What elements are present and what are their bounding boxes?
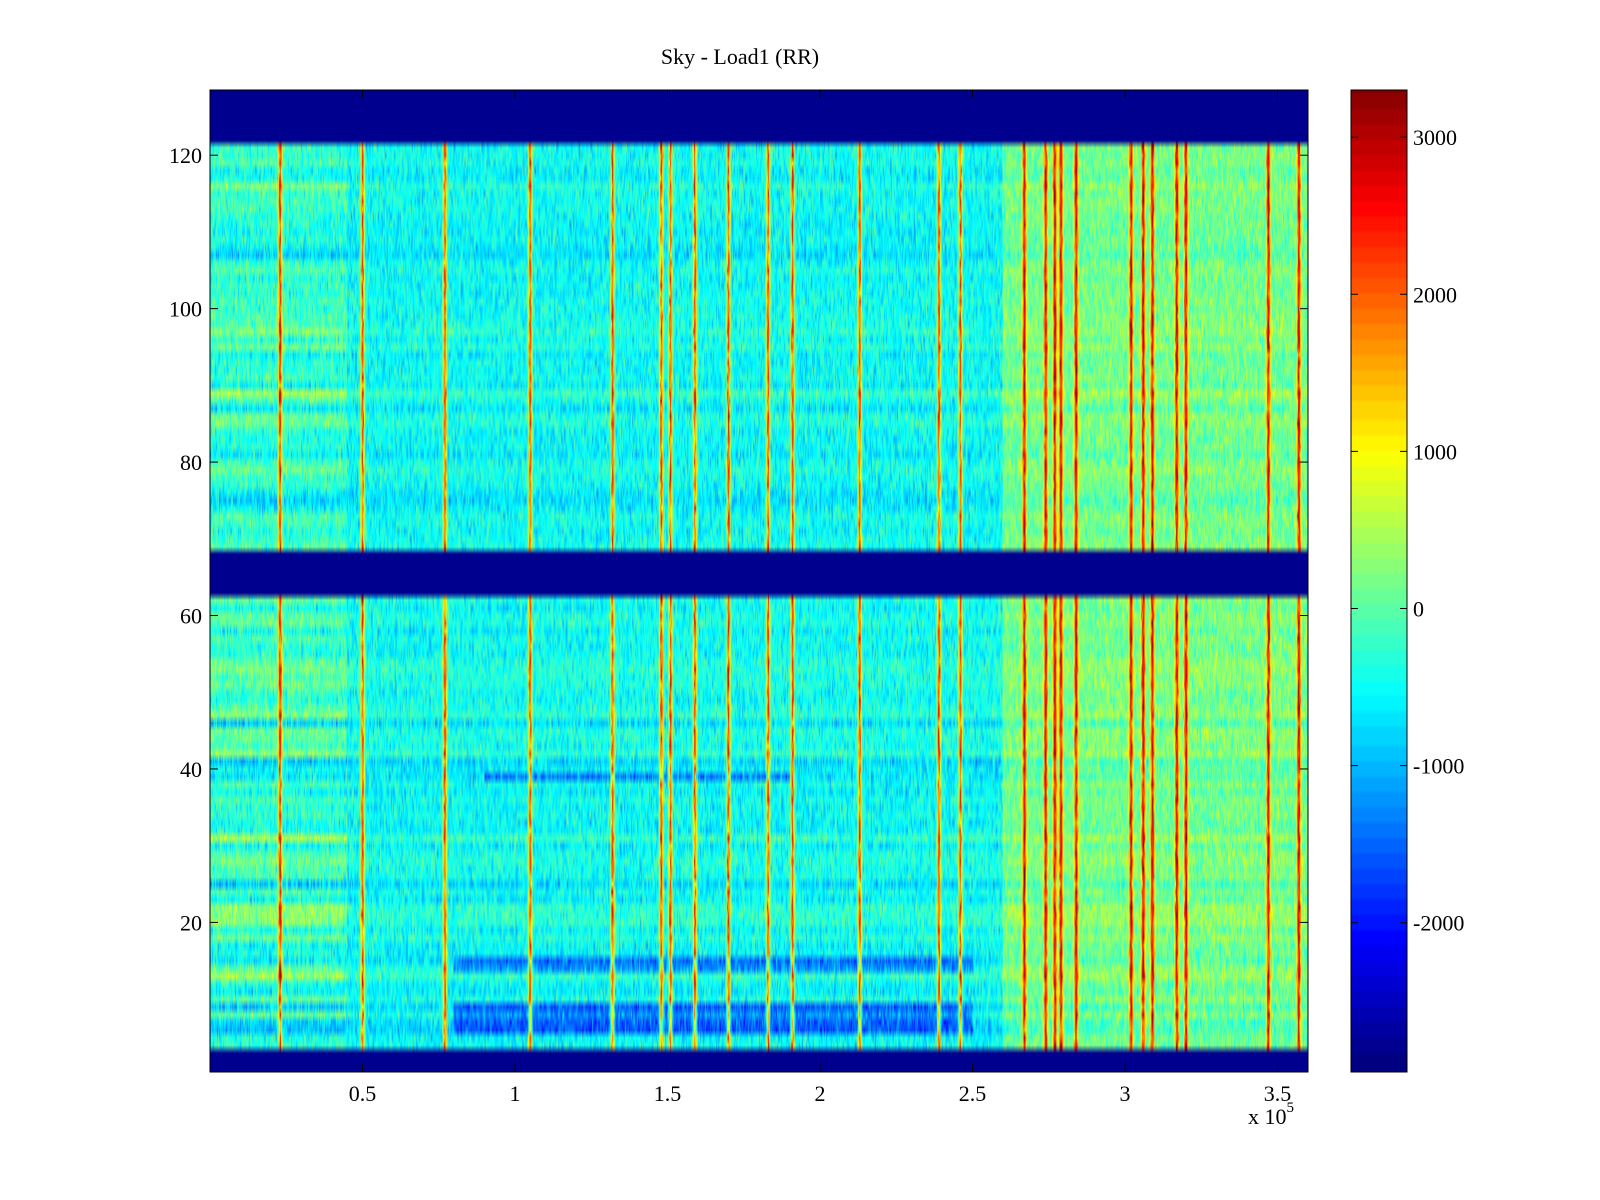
colorbar-frame <box>1350 89 1408 1073</box>
y-axis: 20 40 60 80 100 120 <box>169 143 1308 935</box>
y-tick-label: 60 <box>180 604 202 629</box>
x-tick-label: 3.5 <box>1264 1081 1292 1106</box>
colorbar-tick-label: 0 <box>1413 596 1424 621</box>
x-tick-label: 2.5 <box>959 1081 987 1106</box>
colorbar-gradient <box>1351 90 1407 1072</box>
colorbar: 3000 2000 1000 0 -1000 -2000 <box>1350 89 1464 1073</box>
x-tick-label: 2 <box>815 1081 826 1106</box>
y-tick-label: 20 <box>180 910 202 935</box>
colorbar-tick-label: 2000 <box>1413 282 1457 307</box>
plot-frame <box>209 89 1309 1073</box>
heatmap-image <box>210 90 1308 1072</box>
x-tick-label: 0.5 <box>349 1081 377 1106</box>
x-tick-label: 1 <box>510 1081 521 1106</box>
colorbar-tick-label: 3000 <box>1413 125 1457 150</box>
colorbar-ticks: 3000 2000 1000 0 -1000 -2000 <box>1351 125 1464 936</box>
colorbar-tick-label: -1000 <box>1413 754 1464 779</box>
heatmap-plot-area <box>210 90 1308 1072</box>
x-axis: 0.5 1 1.5 2 2.5 3 3.5 <box>349 90 1292 1106</box>
chart-title: Sky - Load1 (RR) <box>661 44 819 69</box>
x-axis-multiplier: x 105 <box>1248 1100 1294 1129</box>
y-tick-label: 120 <box>169 143 202 168</box>
colorbar-tick-label: -2000 <box>1413 911 1464 936</box>
y-tick-label: 100 <box>169 297 202 322</box>
colorbar-tick-label: 1000 <box>1413 439 1457 464</box>
y-tick-label: 40 <box>180 757 202 782</box>
y-tick-label: 80 <box>180 450 202 475</box>
x-tick-label: 1.5 <box>654 1081 682 1106</box>
x-tick-label: 3 <box>1120 1081 1131 1106</box>
